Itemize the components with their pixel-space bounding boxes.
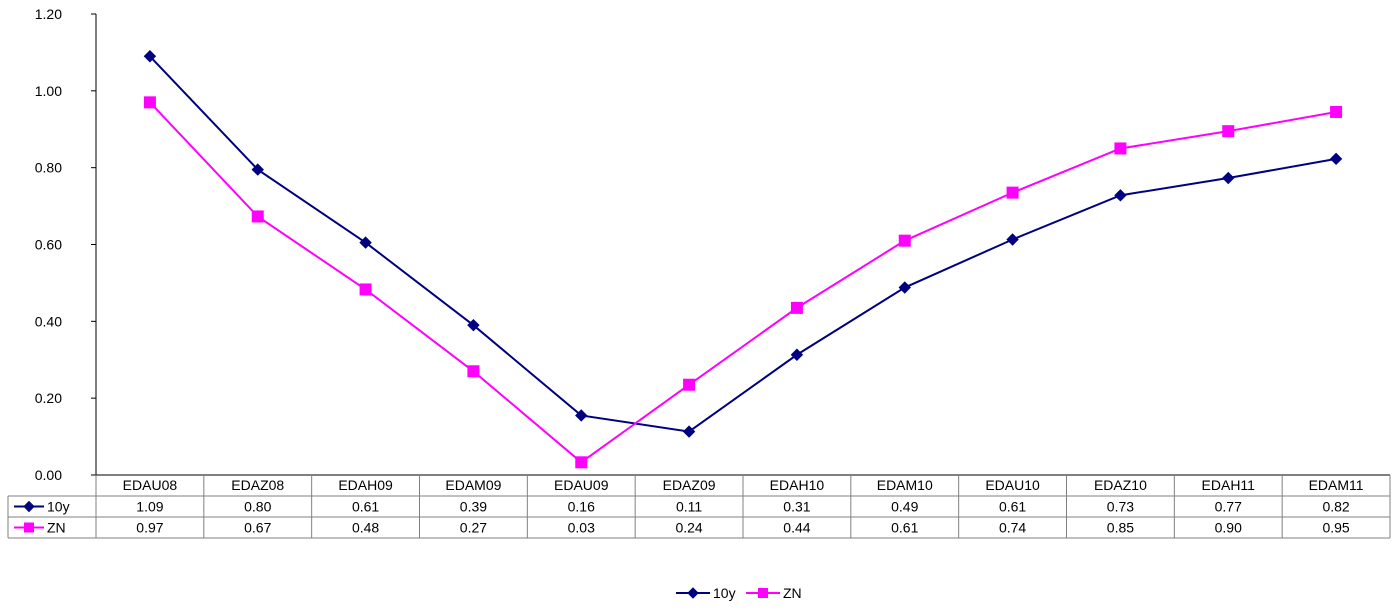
- series-line: [149, 101, 1337, 464]
- x-tick-label: EDAM11: [1309, 477, 1364, 493]
- data-point: [1329, 152, 1343, 166]
- legend-item: 10y: [676, 585, 736, 601]
- x-tick-label: EDAU08: [123, 477, 178, 493]
- data-point: [1006, 233, 1019, 246]
- legend-key-marker: [758, 588, 768, 598]
- data-point: [251, 210, 264, 223]
- table-cell-value: 1.09: [136, 499, 163, 515]
- series-lines: [143, 50, 1343, 469]
- table-cell-value: 0.49: [891, 499, 918, 515]
- legend-key-marker: [24, 522, 34, 533]
- x-tick-label: EDAZ10: [1094, 477, 1147, 493]
- table-cell-value: 0.74: [999, 520, 1026, 536]
- table-cell-value: 0.39: [460, 499, 487, 515]
- series-10y: [143, 50, 1343, 438]
- data-point: [898, 281, 911, 294]
- x-tick-label: EDAM09: [445, 477, 501, 493]
- data-table: EDAU08 EDAZ08 EDAH09 EDAM09 EDAU09 EDAZ09 EDAH…: [7, 474, 1391, 539]
- data-point: [251, 163, 264, 176]
- legend-label: 10y: [713, 585, 736, 601]
- table-cell-value: 0.11: [676, 499, 702, 515]
- x-tick-label: EDAU10: [985, 477, 1040, 493]
- data-point: [143, 50, 157, 63]
- x-tick-label: EDAM10: [877, 477, 933, 493]
- series-line: [149, 55, 1337, 433]
- table-cell-value: 0.77: [1215, 499, 1242, 515]
- x-tick-label: EDAH09: [338, 477, 393, 493]
- x-tick-label: EDAU09: [554, 477, 609, 493]
- data-point: [575, 456, 588, 469]
- data-point: [359, 283, 372, 296]
- table-cell-value: 0.80: [244, 499, 271, 515]
- table-cell-value: 0.24: [675, 520, 702, 536]
- y-tick-label: 0.00: [35, 467, 62, 483]
- data-point: [467, 318, 480, 332]
- table-cell-value: 0.16: [568, 499, 595, 515]
- table-cell-value: 0.31: [783, 499, 810, 515]
- legend-label: ZN: [783, 585, 802, 601]
- legend: 10y ZN: [676, 585, 802, 601]
- data-point: [790, 301, 803, 314]
- table-cell-value: 0.90: [1215, 520, 1242, 536]
- table-cell-value: 0.73: [1107, 499, 1134, 515]
- table-cell-value: 0.67: [244, 520, 271, 536]
- y-tick-label: 1.00: [35, 83, 62, 99]
- legend-key-marker: [687, 587, 699, 599]
- table-cell-value: 0.82: [1322, 499, 1349, 515]
- data-point: [898, 234, 911, 247]
- x-tick-label: EDAZ08: [231, 477, 284, 493]
- data-point: [1114, 189, 1127, 202]
- data-point: [790, 348, 804, 361]
- y-tick-label: 0.60: [35, 237, 62, 253]
- legend-key-marker: [23, 500, 35, 513]
- y-tick-label: 1.20: [35, 6, 62, 22]
- data-point: [467, 365, 480, 378]
- data-point: [683, 378, 696, 391]
- series-ZN: [143, 96, 1343, 469]
- table-cell-value: 0.95: [1322, 520, 1349, 536]
- table-cell-value: 0.44: [783, 520, 810, 536]
- x-tick-label: EDAH11: [1202, 477, 1256, 493]
- table-legend-key: [14, 500, 44, 513]
- data-point: [1222, 125, 1235, 138]
- legend-item: ZN: [746, 585, 802, 601]
- y-axis: 0.00 0.20 0.40 0.60 0.80 1.00 1.20: [35, 6, 97, 483]
- data-point: [575, 409, 588, 422]
- table-cell-value: 0.85: [1107, 520, 1134, 536]
- y-tick-label: 0.40: [35, 313, 62, 329]
- data-point: [143, 96, 156, 109]
- data-point: [1114, 142, 1127, 155]
- table-cell-value: 0.48: [352, 520, 379, 536]
- data-point: [682, 425, 696, 438]
- data-point: [1222, 171, 1235, 185]
- data-point: [1006, 186, 1019, 199]
- table-cell-value: 0.61: [891, 520, 918, 536]
- data-point: [1330, 105, 1343, 118]
- x-tick-label: EDAH10: [770, 477, 825, 493]
- table-cell-value: 0.03: [568, 520, 595, 536]
- y-tick-label: 0.20: [35, 390, 62, 406]
- x-tick-label: EDAZ09: [663, 477, 716, 493]
- table-cell-value: 0.61: [352, 499, 379, 515]
- y-tick-label: 0.80: [35, 160, 62, 176]
- data-point: [359, 236, 372, 249]
- table-series-label: 10y: [47, 499, 70, 515]
- table-series-label: ZN: [47, 520, 66, 536]
- table-cell-value: 0.27: [460, 520, 487, 536]
- table-cell-value: 0.61: [999, 499, 1026, 515]
- table-cell-value: 0.97: [136, 520, 163, 536]
- table-legend-key: [14, 522, 44, 533]
